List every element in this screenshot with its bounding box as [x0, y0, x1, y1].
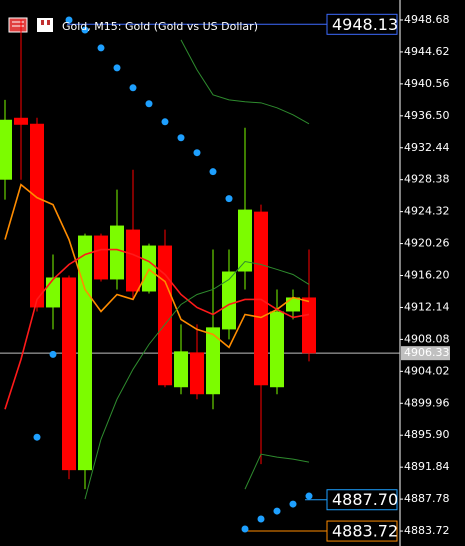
sar-dot	[161, 118, 169, 126]
price-box	[326, 520, 398, 542]
sar-dot	[33, 433, 41, 441]
y-tick-label: 4883.72	[404, 524, 450, 537]
y-tick-label: 4916.20	[404, 269, 450, 282]
sar-dot	[273, 507, 281, 515]
indicator-line	[244, 453, 310, 490]
y-tick-label: 4908.08	[404, 332, 450, 345]
y-tick-label: 4932.44	[404, 141, 450, 154]
icon-save[interactable]	[37, 18, 53, 32]
y-tick-label: 4948.68	[404, 13, 450, 26]
candle-body	[270, 311, 284, 388]
candle-body	[158, 245, 172, 386]
y-tick-label: 4887.78	[404, 492, 450, 505]
candle-body	[286, 297, 300, 312]
price-label: 4948.13	[332, 15, 398, 34]
candle-body	[30, 123, 44, 308]
sar-dot	[257, 515, 265, 523]
sar-dot	[209, 168, 217, 176]
y-tick-label: 4944.62	[404, 45, 450, 58]
price-label: 4906.33	[404, 346, 450, 359]
y-tick-label: 4920.26	[404, 237, 450, 250]
candle-body	[254, 211, 268, 386]
price-box	[326, 489, 398, 511]
plot: 4948.68 4944.62 4940.56 4936.50 4932.44 4928.…	[0, 0, 450, 546]
sar-dot	[225, 195, 233, 203]
sar-dot	[289, 500, 297, 508]
sar-dot	[177, 134, 185, 142]
sar-dot	[97, 44, 105, 52]
y-tick-label: 4891.84	[404, 460, 450, 473]
candle-body	[62, 277, 76, 471]
candle-body	[0, 119, 12, 180]
sar-dot	[241, 525, 249, 533]
sar-dot	[305, 492, 313, 500]
y-tick-label: 4940.56	[404, 77, 450, 90]
y-tick-label: 4936.50	[404, 109, 450, 122]
candle-body	[46, 277, 60, 308]
candle-body	[110, 225, 124, 280]
y-tick-label: 4899.96	[404, 396, 450, 409]
price-box	[326, 13, 398, 35]
sar-dot	[145, 100, 153, 108]
candle-body	[14, 117, 28, 125]
candle-body	[302, 297, 316, 354]
price-label: 4887.70	[332, 490, 398, 509]
y-tick-label: 4924.32	[404, 205, 450, 218]
candle-body	[78, 235, 92, 471]
sar-dot	[65, 16, 73, 24]
toolbar-icons	[8, 17, 53, 33]
sar-dot	[129, 84, 137, 92]
y-tick-label: 4928.38	[404, 173, 450, 186]
sar-dot	[81, 26, 89, 34]
icon-part	[41, 20, 44, 25]
sar-dot	[113, 64, 121, 72]
candle-body	[126, 229, 140, 292]
indicator-line	[4, 183, 310, 349]
price-box	[401, 346, 450, 361]
candle-body	[222, 271, 236, 330]
indicator-line	[180, 39, 310, 125]
icon-list[interactable]	[8, 17, 28, 33]
indicator-line	[4, 248, 310, 410]
y-tick-label: 4912.14	[404, 300, 450, 313]
candle-body	[94, 235, 108, 280]
sar-dot	[49, 350, 57, 358]
chart-title: Gold, M15: Gold (Gold vs US Dollar)	[62, 20, 258, 33]
candle-body	[174, 351, 188, 388]
icon-part	[47, 20, 50, 25]
candle-body	[206, 327, 220, 395]
sar-dot	[193, 149, 201, 157]
y-tick-label: 4895.90	[404, 428, 450, 441]
y-tick-label: 4904.02	[404, 364, 450, 377]
candle-body	[190, 352, 204, 395]
price-label: 4883.72	[332, 522, 398, 541]
indicator-line	[84, 260, 310, 500]
candle-body	[238, 209, 252, 272]
